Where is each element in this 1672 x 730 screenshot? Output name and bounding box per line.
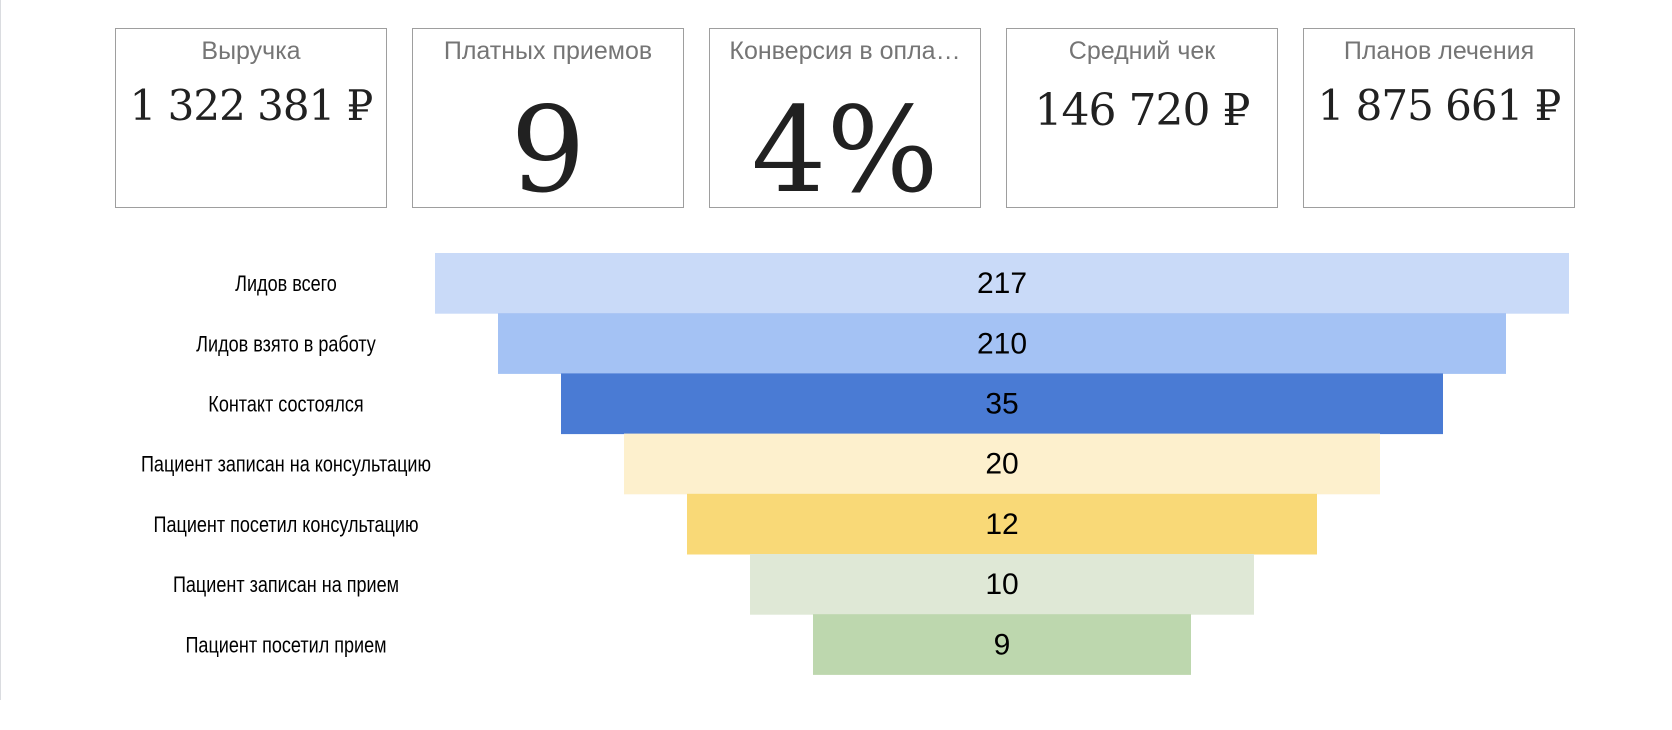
funnel-stage-label: Контакт состоялся — [208, 393, 363, 417]
kpi-card-revenue: Выручка 1 322 381 ₽ — [115, 28, 387, 208]
funnel-bar-2 — [498, 313, 1506, 374]
funnel-stage-label: Лидов всего — [235, 273, 337, 297]
kpi-card-paid-visits: Платных приемов 9 — [412, 28, 684, 208]
funnel-value-label: 217 — [977, 267, 1027, 300]
funnel-stage-label: Пациент посетил консультацию — [154, 513, 419, 537]
kpi-value-average-check: 146 720 ₽ — [1034, 85, 1251, 136]
funnel-bar-5 — [687, 493, 1317, 555]
funnel-value-label: 10 — [985, 568, 1018, 601]
kpi-value-revenue: 1 322 381 ₽ — [129, 81, 374, 130]
funnel-value-label: 20 — [985, 448, 1018, 481]
funnel-stage-label: Пациент записан на прием — [173, 574, 399, 598]
funnel-bar-3 — [561, 373, 1443, 435]
kpi-card-treatment-plans: Планов лечения 1 875 661 ₽ — [1303, 28, 1575, 208]
kpi-value-paid-visits: 9 — [510, 81, 586, 208]
funnel-value-label: 210 — [977, 327, 1027, 360]
left-border-line — [0, 0, 1, 700]
funnel-value-label: 12 — [985, 508, 1018, 541]
funnel-bar-7 — [813, 614, 1191, 675]
kpi-value-conversion: 4% — [751, 81, 939, 208]
funnel-stage-label: Пациент записан на консультацию — [141, 453, 431, 477]
funnel-bar-1 — [435, 253, 1569, 314]
funnel-bar-4 — [624, 433, 1380, 495]
funnel-bar-6 — [750, 554, 1254, 615]
kpi-card-average-check: Средний чек 146 720 ₽ — [1006, 28, 1278, 208]
funnel-stage-label: Пациент посетил прием — [185, 634, 386, 658]
funnel-stage-label: Лидов взято в работу — [196, 333, 376, 357]
kpi-card-conversion: Конверсия в опла… 4% — [709, 28, 981, 208]
funnel-value-label: 9 — [994, 628, 1011, 661]
funnel-value-label: 35 — [985, 388, 1018, 421]
kpi-value-treatment-plans: 1 875 661 ₽ — [1317, 81, 1562, 130]
